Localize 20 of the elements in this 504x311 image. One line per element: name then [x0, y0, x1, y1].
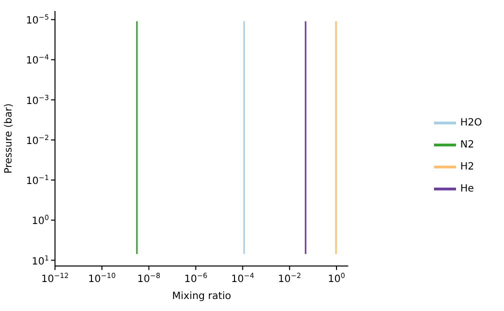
- legend-label: He: [460, 183, 474, 194]
- legend-label: H2O: [460, 117, 482, 128]
- y-tick-label: 10$^{1}$: [32, 254, 49, 268]
- y-tick-label: 10$^{−3}$: [26, 94, 49, 107]
- y-tick-label: 10$^{0}$: [32, 214, 49, 228]
- x-tick-label: 10$^{−2}$: [278, 272, 302, 285]
- x-axis-title: Mixing ratio: [172, 291, 232, 302]
- legend-label: N2: [460, 139, 474, 150]
- y-tick-label: 10$^{−5}$: [26, 14, 49, 27]
- x-tick-label: 10$^{0}$: [328, 272, 346, 285]
- x-tick-label: 10$^{−4}$: [231, 272, 255, 285]
- y-tick-label: 10$^{−2}$: [26, 134, 49, 147]
- y-tick-label: 10$^{−1}$: [26, 174, 49, 188]
- x-tick-label: 10$^{−10}$: [88, 272, 116, 285]
- x-tick-label: 10$^{−12}$: [41, 272, 69, 285]
- y-axis-title: Pressure (bar): [4, 103, 15, 174]
- x-tick-label: 10$^{−8}$: [137, 272, 160, 285]
- y-tick-label: 10$^{−4}$: [26, 54, 50, 67]
- legend-label: H2: [460, 161, 474, 172]
- x-tick-label: 10$^{−6}$: [184, 272, 208, 285]
